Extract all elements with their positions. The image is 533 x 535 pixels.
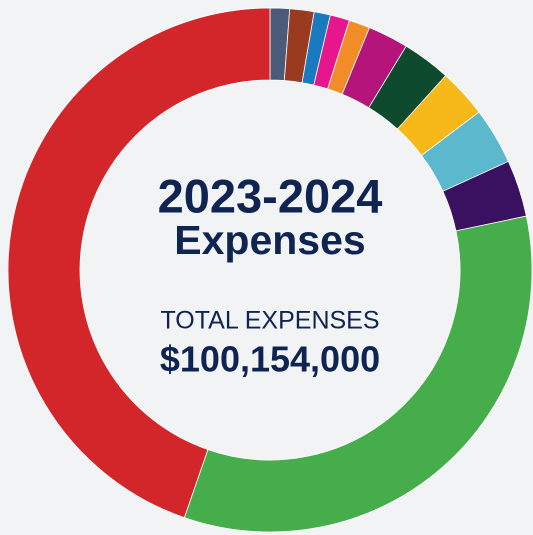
donut — [7, 7, 533, 533]
annotation: $100,154,000 — [160, 339, 380, 380]
chart-title: 2023-2024 — [158, 169, 383, 222]
donut-segment — [183, 215, 533, 533]
donut-segment — [7, 7, 271, 519]
chart-title: Expenses — [174, 217, 365, 263]
annotation: TOTAL EXPENSES — [160, 307, 379, 335]
